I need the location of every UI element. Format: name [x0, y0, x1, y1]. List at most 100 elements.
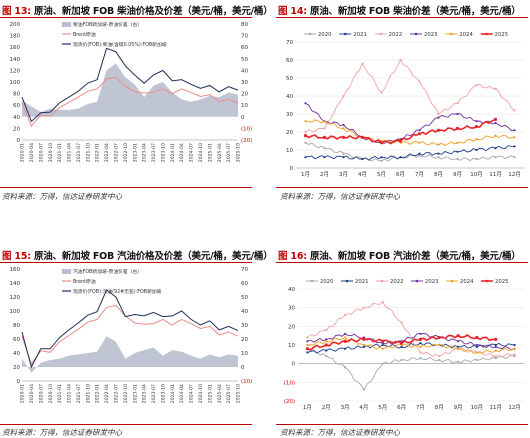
series-line-2020 — [307, 348, 515, 391]
x-tick-label: 1月 — [303, 404, 312, 411]
right-tick-label: 0 — [241, 365, 245, 371]
series-point-2020 — [304, 141, 307, 144]
series-point-2020 — [513, 355, 516, 358]
legend-marker-2024 — [450, 32, 453, 36]
series-point-2020 — [325, 355, 328, 358]
y-tick-label: 10 — [288, 343, 295, 349]
series-point-2025 — [362, 337, 366, 341]
series-point-2022 — [399, 58, 402, 62]
product-price-line — [21, 47, 239, 123]
y-tick-label: 70 — [286, 40, 293, 46]
x-tick-label: 2024-04 — [179, 384, 185, 403]
x-tick-label: 2020-01 — [20, 384, 26, 403]
series-point-2024 — [513, 136, 516, 139]
series-point-2020 — [456, 157, 459, 161]
series-point-2022 — [513, 353, 516, 356]
legend-label-2023: 2023 — [425, 279, 438, 285]
legend-marker-2020 — [308, 32, 312, 36]
x-tick-label: 2020-01 — [20, 143, 26, 162]
left-tick-label: 100 — [10, 80, 21, 86]
x-tick-label: 2022-07 — [114, 143, 120, 162]
right-tick-label: 10 — [241, 351, 248, 357]
figure-16-source: 资料来源：万得，信达证券研发中心 — [280, 428, 400, 437]
legend-product-label: 现货价(FOB):柴油(含硫0.05%):FOB新加坡 — [73, 41, 167, 48]
right-tick-label: 40 — [241, 309, 248, 315]
series-point-2024 — [456, 347, 460, 350]
right-tick-label: (10) — [241, 126, 252, 132]
series-point-2020 — [475, 157, 478, 161]
y-tick-label: 30 — [288, 306, 295, 312]
series-point-2022 — [325, 328, 328, 332]
series-point-2021 — [513, 343, 516, 347]
y-tick-label: 30 — [286, 112, 293, 118]
series-point-2023 — [494, 121, 497, 125]
left-tick-label: 20 — [13, 126, 20, 132]
legend-spread-swatch — [62, 269, 71, 274]
legend-marker-2022 — [379, 32, 382, 36]
x-tick-label: 2024-01 — [170, 384, 176, 403]
series-point-2020 — [437, 156, 440, 159]
x-tick-label: 2023-07 — [151, 384, 157, 403]
legend-marker-2023 — [415, 279, 419, 283]
series-point-2022 — [437, 112, 440, 116]
legend-marker-2023 — [414, 32, 418, 36]
y-tick-label: 0 — [290, 166, 294, 172]
legend-label-2022: 2022 — [390, 279, 403, 285]
series-point-2024 — [418, 141, 421, 144]
figure-14-chart: 0 10 20 30 40 50 60 70 1月 2月 3月 4月 5月 6月 7月 8月 9月 10月 11月 1… — [286, 32, 524, 178]
figure-13-title: 图 13: 原油、新加坡 FOB 柴油价格及价差（美元/桶，美元/桶） — [2, 6, 273, 17]
right-tick-label: 60 — [241, 281, 248, 287]
figure-15-title: 图 15: 原油、新加坡 FOB 汽油价格及价差（美元/桶，美元/桶） — [2, 251, 273, 262]
series-point-2022 — [381, 300, 384, 304]
series-point-2022 — [343, 314, 347, 317]
x-tick-label: 2024-10 — [198, 143, 204, 162]
right-tick-label: (10) — [241, 379, 252, 385]
series-point-2025 — [399, 341, 404, 345]
series-point-2020 — [380, 159, 383, 162]
left-tick-label: 0 — [17, 138, 21, 144]
x-tick-label: 2022-04 — [104, 384, 110, 403]
legend-label-2025: 2025 — [495, 279, 508, 285]
x-tick-label: 2025-10 — [236, 384, 242, 403]
y-tick-label: 60 — [286, 58, 293, 64]
x-tick-label: 2021-07 — [76, 143, 82, 162]
series-point-2022 — [323, 127, 326, 130]
series-point-2022 — [513, 109, 516, 112]
series-point-2021 — [381, 343, 384, 347]
left-tick-label: 100 — [10, 309, 21, 315]
series-point-2020 — [362, 388, 366, 391]
legend-marker-2025 — [485, 279, 489, 283]
series-point-2022 — [306, 336, 309, 339]
series-point-2020 — [475, 358, 479, 362]
series-point-2021 — [494, 147, 497, 150]
left-tick-label: 80 — [13, 92, 20, 98]
series-point-2023 — [343, 332, 347, 335]
x-tick-label: 2021-01 — [57, 384, 63, 403]
spread-area — [22, 63, 238, 117]
spread-area — [22, 336, 238, 373]
legend-marker-2024 — [450, 279, 454, 283]
x-tick-label: 2024-07 — [189, 143, 195, 162]
right-tick-label: 30 — [241, 323, 248, 329]
series-point-2020 — [513, 156, 516, 159]
legend-label-2024: 2024 — [460, 279, 474, 285]
left-tick-label: 140 — [10, 57, 21, 63]
x-tick-label: 10月 — [471, 404, 484, 411]
legend-label-2021: 2021 — [353, 32, 366, 38]
series-point-2021 — [456, 150, 459, 153]
x-tick-label: 2022-10 — [123, 384, 129, 403]
series-point-2021 — [304, 156, 307, 159]
figure-14-bottom-rule — [276, 187, 528, 188]
series-point-2024 — [362, 343, 366, 347]
x-tick-label: 12月 — [508, 404, 521, 411]
x-tick-label: 2021-10 — [85, 384, 91, 403]
series-point-2023 — [342, 123, 345, 126]
x-tick-label: 2021-04 — [67, 384, 73, 403]
right-tick-label: 20 — [241, 92, 248, 98]
series-point-2025 — [493, 117, 498, 121]
legend-spread-label: 柴油FOB新加坡-原油价差（右） — [73, 21, 142, 28]
series-point-2024 — [513, 347, 516, 350]
series-point-2023 — [513, 129, 516, 132]
series-line-2021 — [307, 342, 515, 354]
x-tick-label: 1月 — [301, 171, 310, 178]
